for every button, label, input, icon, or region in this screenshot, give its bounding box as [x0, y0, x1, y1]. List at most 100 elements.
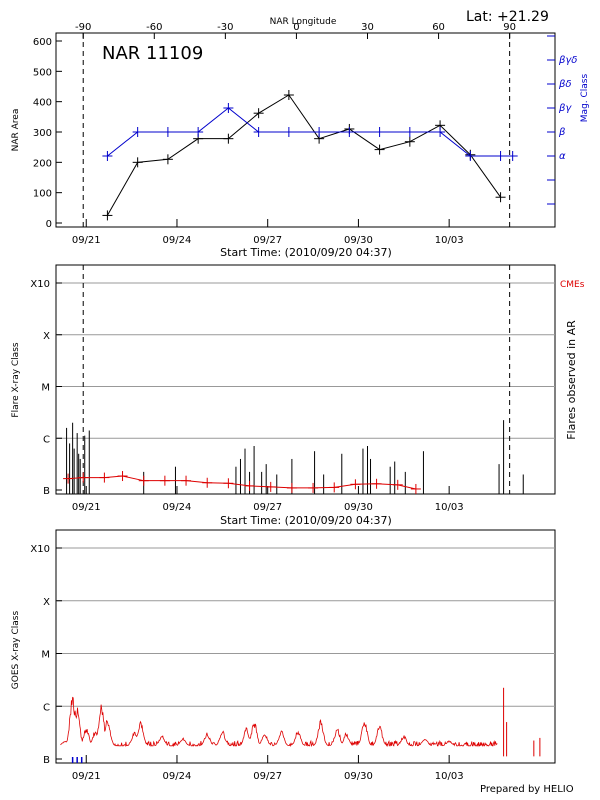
nar-x-axis-label: Start Time: (2010/09/20 04:37) — [220, 246, 392, 259]
nar-y-tick-label: 200 — [33, 158, 52, 169]
mag-class-axis-label: Mag. Class — [580, 73, 590, 122]
cme-point — [63, 473, 74, 484]
goes-x-tick-label: 10/03 — [435, 771, 464, 782]
mag-class-point — [314, 127, 325, 137]
flares-x-tick-label: 09/21 — [72, 502, 101, 513]
flares-x-tick-label: 09/30 — [344, 502, 373, 513]
flares-x-tick-label: 10/03 — [435, 502, 464, 513]
mag-class-point — [102, 151, 113, 161]
mag-class-point — [435, 127, 446, 137]
cme-point — [99, 472, 110, 483]
mag-class-point — [132, 127, 143, 137]
flares-y-tick-label: X10 — [30, 279, 50, 290]
nar-panel: NAR 11109 NAR Longitude Start Time: (201… — [11, 17, 590, 259]
mag-class-point — [495, 151, 506, 161]
nar-y-axis-label: NAR Area — [11, 109, 21, 152]
goes-plot-frame — [55, 529, 556, 764]
cme-point — [138, 475, 149, 486]
nar-top-tick-label: -30 — [217, 22, 233, 33]
mag-class-tick-label: βδ — [558, 79, 572, 90]
nar-top-tick-label: 60 — [432, 22, 445, 33]
goes-x-tick-label: 09/21 — [72, 771, 101, 782]
nar-area-point — [283, 89, 294, 100]
latitude-label: Lat: +21.29 — [466, 9, 549, 25]
nar-top-axis-label: NAR Longitude — [270, 17, 337, 27]
flares-y-axis-label: Flare X-ray Class — [11, 342, 21, 417]
nar-x-tick-label: 09/30 — [344, 235, 373, 246]
cme-point — [308, 482, 319, 493]
nar-y-tick-label: 600 — [33, 37, 52, 48]
cme-point — [371, 478, 382, 489]
cme-point — [392, 479, 403, 490]
nar-area-point — [495, 192, 506, 203]
goes-y-tick-label: B — [43, 755, 50, 766]
cme-point — [159, 475, 170, 486]
mag-class-point — [253, 127, 264, 137]
nar-area-point — [132, 157, 143, 168]
cme-point — [117, 471, 128, 482]
goes-y-axis-label: GOES X-ray Class — [11, 611, 21, 690]
cme-point — [410, 483, 421, 494]
nar-x-tick-label: 09/27 — [253, 235, 282, 246]
flares-y-tick-label: B — [43, 486, 50, 497]
goes-y-tick-label: C — [43, 702, 50, 713]
cme-point — [181, 475, 192, 486]
mag-class-point — [404, 127, 415, 137]
goes-flux-line — [60, 696, 498, 748]
nar-top-tick-label: 90 — [503, 22, 516, 33]
flares-y-tick-label: C — [43, 434, 50, 445]
nar-top-tick-label: 30 — [361, 22, 374, 33]
cme-point — [350, 479, 361, 490]
nar-x-tick-label: 09/24 — [163, 235, 192, 246]
cme-point — [244, 480, 255, 491]
cme-point — [286, 482, 297, 493]
mag-class-point — [162, 127, 173, 137]
nar-title: NAR 11109 — [102, 43, 203, 64]
goes-y-tick-label: X — [43, 597, 50, 608]
nar-top-tick-label: -90 — [75, 22, 91, 33]
goes-x-tick-label: 09/24 — [163, 771, 192, 782]
flares-y-tick-label: M — [41, 383, 50, 394]
cme-point — [202, 477, 213, 488]
flares-plot-frame — [55, 264, 556, 495]
mag-class-point — [465, 151, 476, 161]
nar-area-point — [374, 144, 385, 155]
mag-class-point — [193, 127, 204, 137]
nar-plot-frame — [55, 32, 556, 228]
cmes-legend: CMEs — [560, 280, 585, 290]
goes-x-tick-label: 09/30 — [344, 771, 373, 782]
footer-credit: Prepared by HELIO — [480, 784, 574, 795]
cme-point — [78, 472, 89, 483]
nar-x-tick-label: 10/03 — [435, 235, 464, 246]
goes-x-tick-label: 09/27 — [253, 771, 282, 782]
nar-area-point — [404, 136, 415, 147]
mag-class-point — [223, 103, 234, 113]
mag-class-tick-label: βγ — [558, 103, 572, 114]
mag-class-tick-label: βγδ — [558, 55, 577, 66]
nar-area-point — [162, 154, 173, 165]
flares-x-axis-label: Start Time: (2010/09/20 04:37) — [220, 514, 392, 527]
cme-point — [265, 481, 276, 492]
nar-area-point — [223, 133, 234, 144]
cme-point — [223, 478, 234, 489]
nar-area-point — [253, 108, 264, 119]
nar-y-tick-label: 100 — [33, 189, 52, 200]
flares-right-axis-label: Flares observed in AR — [565, 320, 578, 440]
nar-top-tick-label: -60 — [146, 22, 162, 33]
cme-line — [68, 475, 416, 490]
nar-y-tick-label: 400 — [33, 98, 52, 109]
nar-area-line — [106, 94, 501, 216]
nar-y-tick-label: 0 — [46, 219, 52, 230]
mag-class-point — [374, 127, 385, 137]
goes-y-tick-label: X10 — [30, 544, 50, 555]
flares-y-tick-label: X — [43, 331, 50, 342]
nar-x-tick-label: 09/21 — [72, 235, 101, 246]
cme-point — [329, 482, 340, 493]
flares-x-tick-label: 09/27 — [253, 502, 282, 513]
nar-top-tick-label: 0 — [293, 22, 299, 33]
mag-class-tick-label: β — [558, 127, 566, 138]
goes-y-tick-label: M — [41, 650, 50, 661]
flares-x-tick-label: 09/24 — [163, 502, 192, 513]
nar-y-tick-label: 500 — [33, 67, 52, 78]
